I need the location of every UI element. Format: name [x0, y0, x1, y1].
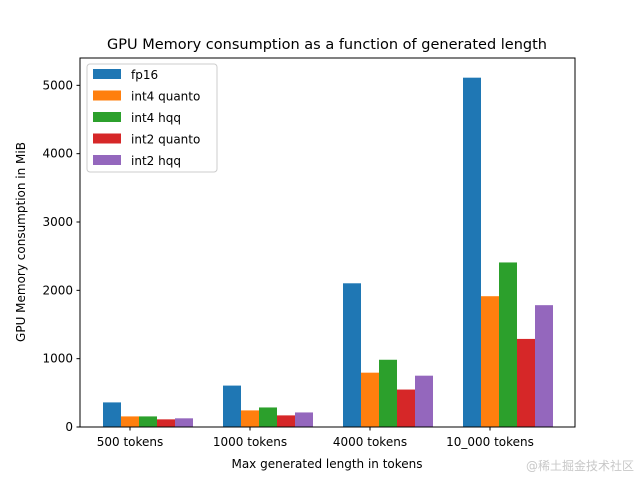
bar-int4-quanto-0	[121, 416, 139, 427]
bar-fp16-0	[103, 402, 121, 427]
x-tick-label: 10_000 tokens	[446, 435, 534, 449]
legend-entry: int4 quanto	[131, 90, 200, 104]
plot-frame	[79, 57, 576, 428]
bar-int4-quanto-3	[481, 296, 499, 427]
y-tick-label: 4000	[42, 147, 73, 161]
y-tick-label: 5000	[42, 78, 73, 92]
chart-title: GPU Memory consumption as a function of …	[107, 37, 547, 53]
bar-int4-quanto-1	[241, 410, 259, 427]
bar-int4-hqq-3	[499, 262, 517, 427]
y-tick-label: 3000	[42, 215, 73, 229]
y-tick-label: 0	[65, 420, 73, 434]
legend-entry: int2 quanto	[131, 133, 200, 147]
legend-entry: fp16	[131, 68, 158, 82]
y-tick-label: 2000	[42, 283, 73, 297]
legend-swatch	[93, 155, 121, 165]
bar-int2-hqq-2	[415, 375, 433, 427]
bar-int4-hqq-0	[139, 416, 157, 427]
legend-swatch	[93, 112, 121, 122]
x-tick-label: 1000 tokens	[213, 435, 287, 449]
legend-swatch	[93, 90, 121, 101]
bar-int2-hqq-1	[295, 412, 313, 427]
bar-fp16-3	[463, 77, 481, 428]
x-tick-label: 500 tokens	[97, 435, 164, 449]
legend-entry: int2 hqq	[131, 154, 181, 168]
bar-int2-hqq-0	[175, 418, 193, 427]
bar-int2-quanto-2	[397, 389, 415, 427]
bar-int4-hqq-1	[259, 407, 277, 427]
bar-int2-quanto-1	[277, 415, 295, 427]
bar-fp16-1	[223, 385, 241, 427]
legend-swatch	[93, 69, 121, 79]
legend-swatch	[93, 133, 121, 144]
bar-int2-hqq-3	[535, 305, 553, 427]
x-axis-label: Max generated length in tokens	[231, 457, 422, 471]
bar-fp16-2	[343, 283, 361, 427]
x-tick-label: 4000 tokens	[333, 435, 407, 449]
bar-int4-quanto-2	[361, 372, 379, 427]
y-axis-label: GPU Memory consumption in MiB	[14, 142, 28, 342]
bar-int4-hqq-2	[379, 359, 397, 427]
legend-entry: int4 hqq	[131, 111, 181, 125]
bar-int2-quanto-3	[517, 338, 535, 427]
y-tick-label: 1000	[42, 352, 73, 366]
watermark: @稀土掘金技术社区	[525, 459, 634, 473]
bar-int2-quanto-0	[157, 419, 175, 427]
legend: fp16 int4 quanto int4 hqq int2 quanto int2 h…	[86, 63, 218, 173]
